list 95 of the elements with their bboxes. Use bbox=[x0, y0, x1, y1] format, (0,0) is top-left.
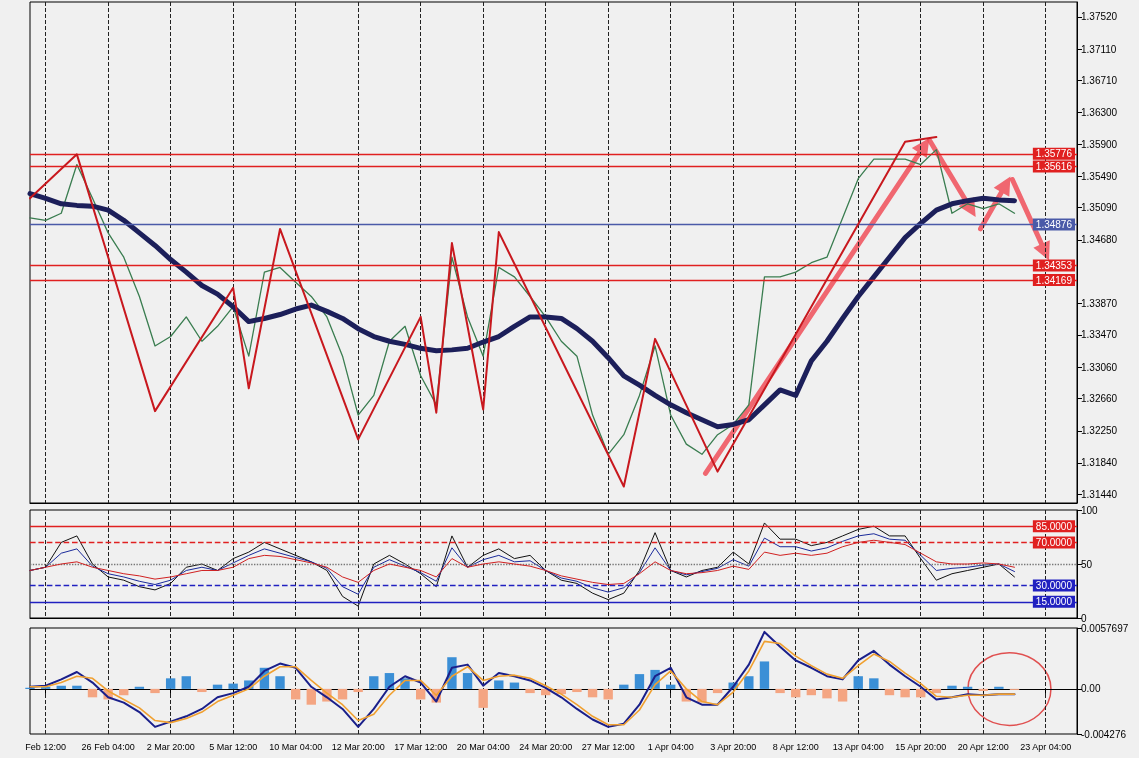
bar bbox=[947, 685, 957, 689]
x-tick-label: 10 Mar 04:00 bbox=[269, 741, 323, 752]
bar bbox=[228, 683, 238, 689]
ref-line-label: 1.35776 bbox=[1035, 148, 1073, 160]
bar bbox=[634, 674, 645, 689]
x-tick-label: 5 Mar 12:00 bbox=[209, 741, 258, 752]
bar bbox=[900, 688, 910, 698]
y-tick-label: 1.32660 bbox=[1081, 393, 1118, 405]
ref-line-label: 70.0000 bbox=[1035, 536, 1073, 548]
bar bbox=[369, 676, 379, 689]
x-tick-label: 12 Mar 20:00 bbox=[331, 741, 385, 752]
bar bbox=[759, 661, 770, 689]
bar bbox=[791, 688, 801, 698]
bar bbox=[916, 688, 926, 698]
bar bbox=[165, 678, 176, 689]
bar bbox=[275, 676, 285, 689]
x-tick-label: 20 Mar 04:00 bbox=[456, 741, 510, 752]
bar bbox=[978, 688, 988, 691]
x-tick-label: 27 Mar 12:00 bbox=[581, 741, 635, 752]
ref-line-label: 30.0000 bbox=[1035, 580, 1073, 592]
bar bbox=[290, 688, 301, 700]
bar bbox=[853, 676, 863, 689]
y-tick-label: 1.35490 bbox=[1081, 170, 1118, 182]
x-tick-label: 23 Apr 04:00 bbox=[1020, 741, 1072, 752]
bar bbox=[712, 688, 723, 694]
y-tick-label: 1.32250 bbox=[1081, 425, 1118, 437]
bar bbox=[509, 682, 520, 689]
y-tick-label: 1.31440 bbox=[1081, 488, 1118, 500]
x-tick-label: 3 Apr 20:00 bbox=[710, 741, 757, 752]
bar bbox=[337, 688, 348, 700]
ref-line-label: 1.34876 bbox=[1035, 219, 1073, 231]
bar bbox=[884, 688, 895, 696]
bar bbox=[119, 688, 129, 696]
bar bbox=[134, 686, 145, 689]
bar bbox=[822, 688, 832, 699]
y-tick-label: 50 bbox=[1081, 558, 1093, 570]
x-tick-label: 17 Mar 12:00 bbox=[394, 741, 448, 752]
bar bbox=[775, 688, 785, 694]
y-tick-label: 1.37110 bbox=[1081, 43, 1117, 55]
y-tick-label: 1.33470 bbox=[1081, 329, 1118, 341]
ref-line-label: 1.34169 bbox=[1035, 274, 1073, 286]
line-series bbox=[29, 539, 1015, 586]
bar bbox=[572, 688, 582, 693]
x-tick-label: 26 Feb 04:00 bbox=[81, 741, 135, 752]
bar bbox=[181, 676, 191, 689]
y-tick-label: 0.0057697 bbox=[1081, 622, 1129, 634]
x-tick-label: 8 Apr 12:00 bbox=[772, 741, 819, 752]
bar bbox=[587, 688, 598, 698]
y-tick-label: -0.004276 bbox=[1081, 728, 1127, 740]
bar bbox=[666, 684, 676, 689]
y-tick-label: 1.35090 bbox=[1081, 202, 1118, 214]
line-series bbox=[29, 148, 1016, 455]
y-tick-label: 1.36710 bbox=[1081, 75, 1118, 87]
bar bbox=[837, 688, 848, 702]
ref-line-label: 1.35616 bbox=[1035, 160, 1073, 172]
bar bbox=[150, 688, 160, 694]
x-tick-label: 2 Mar 20:00 bbox=[146, 741, 195, 752]
y-tick-label: 0.00 bbox=[1081, 683, 1101, 695]
bar bbox=[56, 685, 66, 689]
bar bbox=[353, 688, 363, 693]
y-tick-label: 1.33060 bbox=[1081, 361, 1118, 373]
x-tick-label: 13 Apr 04:00 bbox=[832, 741, 884, 752]
y-tick-label: 1.36300 bbox=[1081, 107, 1118, 119]
bar bbox=[72, 685, 82, 689]
bar bbox=[87, 688, 98, 698]
y-tick-label: 1.34680 bbox=[1081, 234, 1118, 246]
ref-line-label: 85.0000 bbox=[1035, 520, 1073, 532]
bar bbox=[462, 673, 473, 689]
y-tick-label: 100 bbox=[1081, 504, 1099, 516]
y-tick-label: 1.37520 bbox=[1081, 11, 1118, 23]
bar bbox=[478, 688, 488, 708]
bar bbox=[806, 688, 817, 696]
bar bbox=[494, 680, 504, 689]
ref-line-label: 1.34353 bbox=[1035, 260, 1073, 272]
bar bbox=[212, 684, 223, 689]
bar bbox=[306, 688, 316, 705]
x-tick-label: 15 Apr 20:00 bbox=[895, 741, 947, 752]
bar bbox=[962, 686, 973, 689]
bar bbox=[994, 686, 1004, 689]
bar bbox=[619, 684, 629, 689]
ref-line-label: 15.0000 bbox=[1035, 596, 1073, 608]
x-tick-label: Feb 12:00 bbox=[25, 741, 66, 752]
x-tick-label: 24 Mar 20:00 bbox=[519, 741, 573, 752]
x-tick-label: 20 Apr 12:00 bbox=[957, 741, 1009, 752]
bar bbox=[869, 678, 879, 689]
bar bbox=[603, 688, 613, 700]
x-tick-label: 1 Apr 04:00 bbox=[647, 741, 694, 752]
line-series bbox=[29, 136, 938, 488]
bar bbox=[415, 688, 426, 700]
bar bbox=[197, 688, 207, 693]
bar bbox=[744, 676, 754, 689]
y-tick-label: 1.31840 bbox=[1081, 457, 1118, 469]
bar bbox=[525, 688, 535, 694]
y-tick-label: 1.35900 bbox=[1081, 138, 1118, 150]
y-tick-label: 1.33870 bbox=[1081, 298, 1118, 310]
